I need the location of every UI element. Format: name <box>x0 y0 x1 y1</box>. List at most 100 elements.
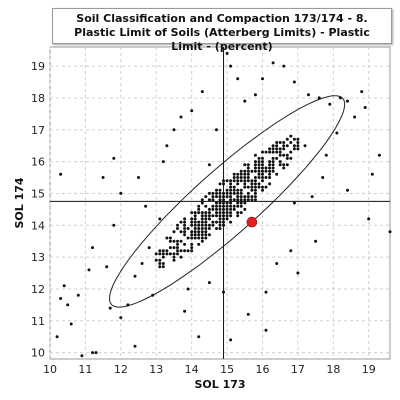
data-point <box>307 93 310 97</box>
data-point <box>229 211 233 215</box>
data-point <box>176 249 179 253</box>
data-point <box>179 230 183 234</box>
data-point <box>271 144 275 148</box>
y-tick-label: 16 <box>31 156 45 169</box>
data-point <box>377 153 381 157</box>
data-point <box>282 141 286 144</box>
data-point <box>91 246 94 250</box>
data-point <box>186 236 190 240</box>
data-point <box>190 233 194 237</box>
data-point <box>215 204 218 208</box>
data-point <box>168 239 172 243</box>
data-point <box>207 207 211 211</box>
data-point <box>264 328 268 332</box>
data-point <box>190 109 194 113</box>
data-point <box>207 227 211 230</box>
data-point <box>285 156 289 160</box>
highlight-point[interactable] <box>246 216 258 228</box>
data-point <box>197 242 201 246</box>
data-point <box>218 223 222 227</box>
data-point <box>253 182 257 186</box>
data-point <box>193 236 197 240</box>
data-point <box>190 217 194 221</box>
data-point <box>268 163 272 167</box>
data-point <box>314 239 318 243</box>
data-point <box>218 204 222 208</box>
data-point <box>257 172 261 176</box>
data-point <box>133 344 137 348</box>
data-point <box>232 179 236 183</box>
y-tick-label: 15 <box>31 187 45 200</box>
data-point <box>190 220 194 224</box>
data-point <box>165 144 169 148</box>
data-point <box>261 179 264 183</box>
data-point <box>282 163 286 167</box>
data-point <box>278 150 282 154</box>
y-tick-label: 13 <box>31 251 45 264</box>
data-point <box>140 262 144 265</box>
data-point <box>282 147 286 151</box>
data-point <box>211 214 215 218</box>
data-point <box>215 191 218 195</box>
data-point <box>261 188 264 192</box>
data-point <box>246 198 250 202</box>
data-point <box>338 96 342 100</box>
chart-title: Soil Classification and Compaction 173/1… <box>52 8 392 53</box>
data-point <box>246 195 250 199</box>
y-tick-label: 18 <box>31 92 45 105</box>
data-point <box>253 166 257 170</box>
data-point <box>218 198 222 202</box>
data-point <box>200 90 204 94</box>
data-point <box>261 163 264 167</box>
data-point <box>165 236 169 240</box>
data-point <box>264 185 268 189</box>
data-point <box>278 147 282 151</box>
data-point <box>172 252 176 256</box>
data-point <box>76 293 80 297</box>
data-point <box>282 153 286 157</box>
data-point <box>239 211 243 215</box>
data-point <box>236 198 240 202</box>
data-point <box>232 191 236 195</box>
data-point <box>176 227 179 230</box>
data-point <box>161 249 165 253</box>
data-point <box>179 255 183 259</box>
data-point <box>239 188 243 192</box>
data-point <box>165 249 169 253</box>
data-point <box>321 176 325 179</box>
data-point <box>243 182 247 186</box>
data-point <box>303 144 307 148</box>
data-point <box>253 198 257 202</box>
data-point <box>161 160 165 164</box>
data-point <box>126 303 130 307</box>
data-point <box>232 188 236 192</box>
data-point <box>275 150 279 154</box>
data-point <box>211 191 215 195</box>
x-tick-label: 14 <box>185 363 199 376</box>
data-point <box>282 64 286 68</box>
data-point <box>179 249 183 253</box>
data-point <box>264 290 268 294</box>
data-point <box>271 166 275 170</box>
data-point <box>190 230 194 234</box>
data-point <box>176 239 179 243</box>
data-point <box>179 220 183 224</box>
x-tick-label: 19 <box>362 363 376 376</box>
data-point <box>133 274 137 278</box>
data-point <box>253 93 257 97</box>
data-point <box>296 271 300 275</box>
data-point <box>190 236 194 240</box>
data-point <box>253 191 257 195</box>
data-point <box>229 338 233 342</box>
data-point <box>229 214 233 218</box>
data-point <box>204 233 208 237</box>
data-point <box>261 160 264 164</box>
data-point <box>229 185 233 189</box>
data-point <box>289 141 293 144</box>
data-point <box>236 182 240 186</box>
data-point <box>253 195 257 199</box>
data-point <box>218 207 222 211</box>
x-tick-label: 15 <box>220 363 234 376</box>
data-point <box>243 179 247 183</box>
data-point <box>246 172 250 176</box>
